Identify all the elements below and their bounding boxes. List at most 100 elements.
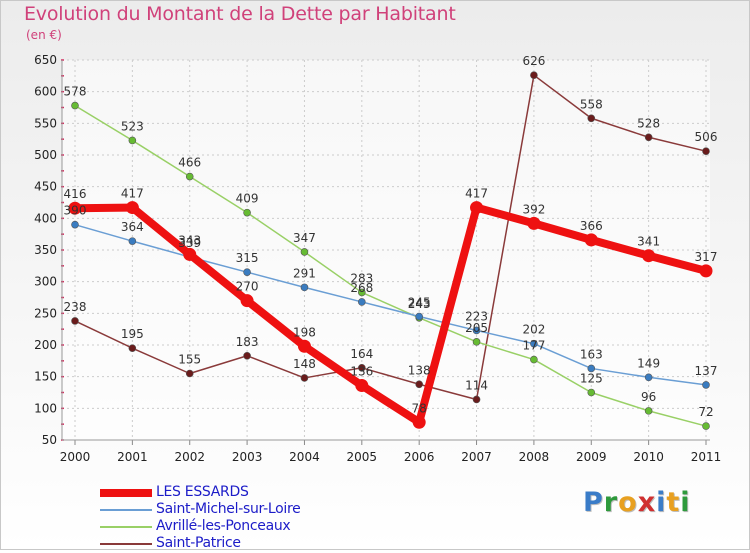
brand-letter: x <box>637 487 657 518</box>
x-tick-label: 2011 <box>691 450 722 464</box>
brand-letter: t <box>666 487 681 518</box>
data-label: 243 <box>408 297 431 311</box>
data-point <box>128 344 137 352</box>
data-label: 409 <box>236 192 259 206</box>
data-label: 78 <box>412 401 427 415</box>
data-label: 417 <box>121 187 144 201</box>
data-point <box>699 264 713 278</box>
data-point <box>300 374 309 382</box>
legend-swatch <box>100 543 152 545</box>
data-label: 195 <box>121 327 144 341</box>
data-label: 96 <box>641 390 656 404</box>
data-label: 364 <box>121 220 144 234</box>
data-point <box>243 268 251 276</box>
data-point <box>644 133 653 142</box>
data-point <box>702 381 710 389</box>
data-point <box>415 380 423 389</box>
y-tick-label: 600 <box>34 85 57 99</box>
data-label: 317 <box>695 250 718 264</box>
data-point <box>472 326 481 335</box>
data-point <box>355 379 369 393</box>
data-label: 523 <box>121 119 144 133</box>
data-label: 347 <box>293 231 316 245</box>
y-tick-label: 400 <box>34 211 57 225</box>
legend-item: LES ESSARDS <box>100 484 360 502</box>
data-label: 125 <box>580 372 603 386</box>
data-label: 270 <box>236 280 259 294</box>
data-point <box>183 247 197 261</box>
x-tick-label: 2010 <box>633 450 664 464</box>
data-point <box>185 172 194 181</box>
data-point <box>644 373 653 382</box>
data-label: 205 <box>465 321 488 335</box>
data-point <box>358 288 366 297</box>
data-label: 72 <box>698 405 713 419</box>
data-label: 137 <box>695 364 718 378</box>
data-point <box>71 317 79 325</box>
data-label: 343 <box>178 233 201 247</box>
data-point <box>702 147 710 155</box>
legend-label: LES ESSARDS <box>156 484 249 500</box>
data-point <box>587 364 596 373</box>
data-point <box>472 395 481 404</box>
y-tick-label: 450 <box>34 180 57 194</box>
brand-logo: Proxiti <box>583 487 691 518</box>
legend-label: Saint-Patrice <box>156 535 241 551</box>
y-tick-label: 200 <box>34 338 57 352</box>
series-line-2 <box>74 104 707 427</box>
legend-item: Avrillé-les-Ponceaux <box>100 518 360 536</box>
data-label: 291 <box>293 266 316 280</box>
legend-swatch <box>100 509 152 511</box>
data-point <box>642 249 656 263</box>
data-point <box>185 369 194 378</box>
data-label: 268 <box>350 281 373 295</box>
data-point <box>530 339 538 348</box>
data-point <box>68 201 82 215</box>
data-label: 238 <box>64 300 87 314</box>
y-tick-label: 500 <box>34 148 57 162</box>
brand-letter: r <box>603 487 619 518</box>
data-point <box>71 101 79 110</box>
data-label: 202 <box>522 323 545 337</box>
data-label: 506 <box>695 130 718 144</box>
data-label: 155 <box>178 353 201 367</box>
x-tick-label: 2003 <box>232 450 263 464</box>
data-point <box>358 298 366 306</box>
data-label: 136 <box>350 365 373 379</box>
data-point <box>240 294 254 308</box>
data-point <box>530 71 538 79</box>
series-line-1 <box>74 223 707 386</box>
series-line-0 <box>74 203 708 427</box>
x-tick-label: 2008 <box>519 450 550 464</box>
y-tick-label: 550 <box>34 116 57 130</box>
data-label: 341 <box>637 235 660 249</box>
data-label: 558 <box>580 97 603 111</box>
data-label: 416 <box>64 187 87 201</box>
data-point <box>412 415 426 429</box>
data-point <box>358 363 366 372</box>
data-point <box>702 422 710 430</box>
data-label: 149 <box>637 356 660 370</box>
data-point <box>128 136 137 145</box>
data-point <box>243 208 251 217</box>
data-point <box>587 388 596 397</box>
data-label: 417 <box>465 187 488 201</box>
data-label: 392 <box>522 202 545 216</box>
legend: LES ESSARDS Saint-Michel-sur-Loire Avrillé… <box>100 484 360 553</box>
x-tick-label: 2006 <box>404 450 435 464</box>
x-tick-label: 2009 <box>576 450 607 464</box>
data-label: 114 <box>465 378 488 392</box>
data-point <box>584 233 598 247</box>
data-point <box>300 283 309 292</box>
legend-swatch <box>100 488 152 498</box>
data-point <box>644 407 653 415</box>
y-tick-label: 50 <box>42 433 57 447</box>
y-tick-label: 150 <box>34 370 57 384</box>
data-label: 138 <box>408 363 431 377</box>
chart-title: Evolution du Montant de la Dette par Hab… <box>24 3 456 25</box>
data-label: 626 <box>522 54 545 68</box>
brand-letter: i <box>680 487 691 518</box>
x-tick-label: 2005 <box>347 450 378 464</box>
legend-item: Saint-Patrice <box>100 535 360 553</box>
